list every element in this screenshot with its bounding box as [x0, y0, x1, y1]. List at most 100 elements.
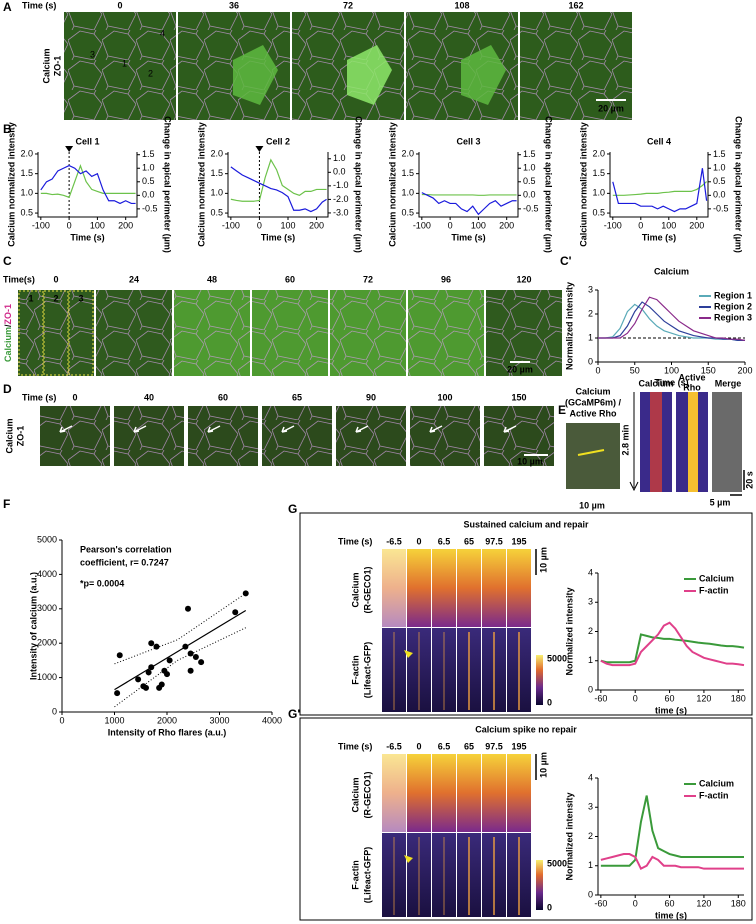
ci-line [114, 627, 246, 708]
time-value: 120 [516, 274, 531, 284]
time-value: 150 [511, 392, 526, 402]
series-line [612, 181, 708, 196]
x-tick-label: 200 [499, 220, 514, 230]
cell-number: 3 [90, 49, 95, 59]
cell-outlines [330, 290, 406, 376]
cell-outlines [174, 290, 250, 376]
time-value: 162 [568, 0, 583, 10]
scatter-point [198, 659, 205, 666]
y2-axis-label: Change in apical perimeter (µm) [544, 116, 554, 253]
region-box [68, 290, 94, 376]
time-label: Time(s) [3, 274, 35, 284]
x-tick-label: -100 [604, 220, 622, 230]
legend-label: Calcium [699, 778, 734, 788]
legend-label: F-actin [699, 790, 729, 800]
channel-part: ZO-1 [3, 304, 13, 325]
x-tick-label: 180 [731, 898, 746, 908]
x-axis-label: Time (s) [642, 232, 676, 242]
scatter-point [232, 609, 239, 616]
colorbar [536, 655, 543, 705]
flash-cell [233, 45, 278, 105]
scatter-point [166, 657, 173, 664]
time-value: 40 [144, 392, 154, 402]
time-value: 0 [416, 536, 421, 546]
time-value: 65 [464, 536, 474, 546]
x-axis-label: Intensity of Rho flares (a.u.) [108, 727, 227, 737]
annotation: *p= 0.0004 [80, 578, 124, 588]
colorbar-label: 0 [547, 902, 552, 912]
scatter-point [135, 676, 142, 683]
axes [37, 152, 138, 218]
y2-tick-label: 1.0 [333, 153, 346, 163]
y-tick-label: 4 [588, 567, 593, 577]
y2-tick-label: -2.0 [333, 194, 349, 204]
y-tick-label: 2.0 [592, 148, 605, 158]
y2-tick-label: 0.0 [713, 190, 726, 200]
cell-outlines [114, 406, 184, 466]
axes [227, 152, 329, 218]
x-tick-label: 0 [67, 220, 72, 230]
x-tick-label: 100 [471, 220, 486, 230]
x-tick-label: 50 [630, 365, 640, 375]
arrow [503, 425, 517, 433]
y-tick-label: 4000 [37, 569, 57, 579]
y2-tick-label: 0.0 [333, 167, 346, 177]
y-tick-label: 1000 [37, 672, 57, 682]
colorbar-label: 0 [547, 697, 552, 707]
y-tick-label: 1.5 [210, 168, 223, 178]
kymograph [712, 392, 742, 492]
cell-outlines [486, 290, 562, 376]
y-tick-label: 2.0 [210, 148, 223, 158]
kymograph-band [688, 392, 698, 492]
series-line [598, 296, 746, 341]
cell-number: 2 [148, 68, 153, 78]
y-tick-label: 3000 [37, 603, 57, 613]
time-value: 195 [511, 741, 526, 751]
x-tick-label: 200 [689, 220, 704, 230]
panel-label: G [288, 502, 297, 516]
event-marker [65, 146, 74, 152]
kymo-label: Rho [683, 382, 701, 392]
time-arrow [629, 392, 639, 492]
x-tick-label: 0 [257, 220, 262, 230]
cell-outlines [520, 12, 632, 120]
heatmap-top [382, 754, 406, 832]
series-line [600, 795, 744, 867]
heatmap-top [507, 754, 531, 832]
x-axis-label: time (s) [655, 705, 687, 715]
time-value: -6.5 [386, 536, 402, 546]
heatmap-top [482, 754, 506, 832]
y-tick-label: 1 [588, 332, 593, 342]
scatter-point [187, 650, 194, 657]
time-value: 0 [117, 0, 122, 10]
cell-outlines [408, 290, 484, 376]
y-tick-label: 2 [588, 626, 593, 636]
y-tick-label: 2.0 [401, 148, 414, 158]
arrowhead [404, 650, 413, 658]
legend-label: Region 1 [714, 290, 752, 300]
channel-part: Calcium [3, 327, 13, 362]
panel-label: E [558, 403, 566, 417]
scale-label: 10 µm [538, 752, 548, 778]
y-tick-label: 0 [52, 706, 57, 716]
panel-label: C' [560, 254, 572, 268]
y-tick-label: 1.0 [592, 188, 605, 198]
series-line [600, 633, 745, 664]
y2-tick-label: 1.0 [713, 163, 726, 173]
heatmap-top [382, 549, 406, 627]
arrow [59, 425, 73, 433]
series-line [421, 193, 517, 196]
x-tick-label: 100 [90, 220, 105, 230]
y-tick-label: 0 [588, 356, 593, 366]
x-tick-label: 0 [638, 220, 643, 230]
arrow [429, 425, 443, 433]
y-tick-label: 1.5 [592, 168, 605, 178]
x-tick-label: 4000 [262, 715, 282, 725]
x-tick-label: -100 [32, 220, 50, 230]
colorbar [536, 860, 543, 910]
flash-cell [461, 45, 506, 105]
y-tick-label: 3 [588, 802, 593, 812]
fit-line [114, 610, 247, 691]
panel-label: B [3, 122, 12, 136]
colorbar-label: 5000 [547, 653, 567, 663]
